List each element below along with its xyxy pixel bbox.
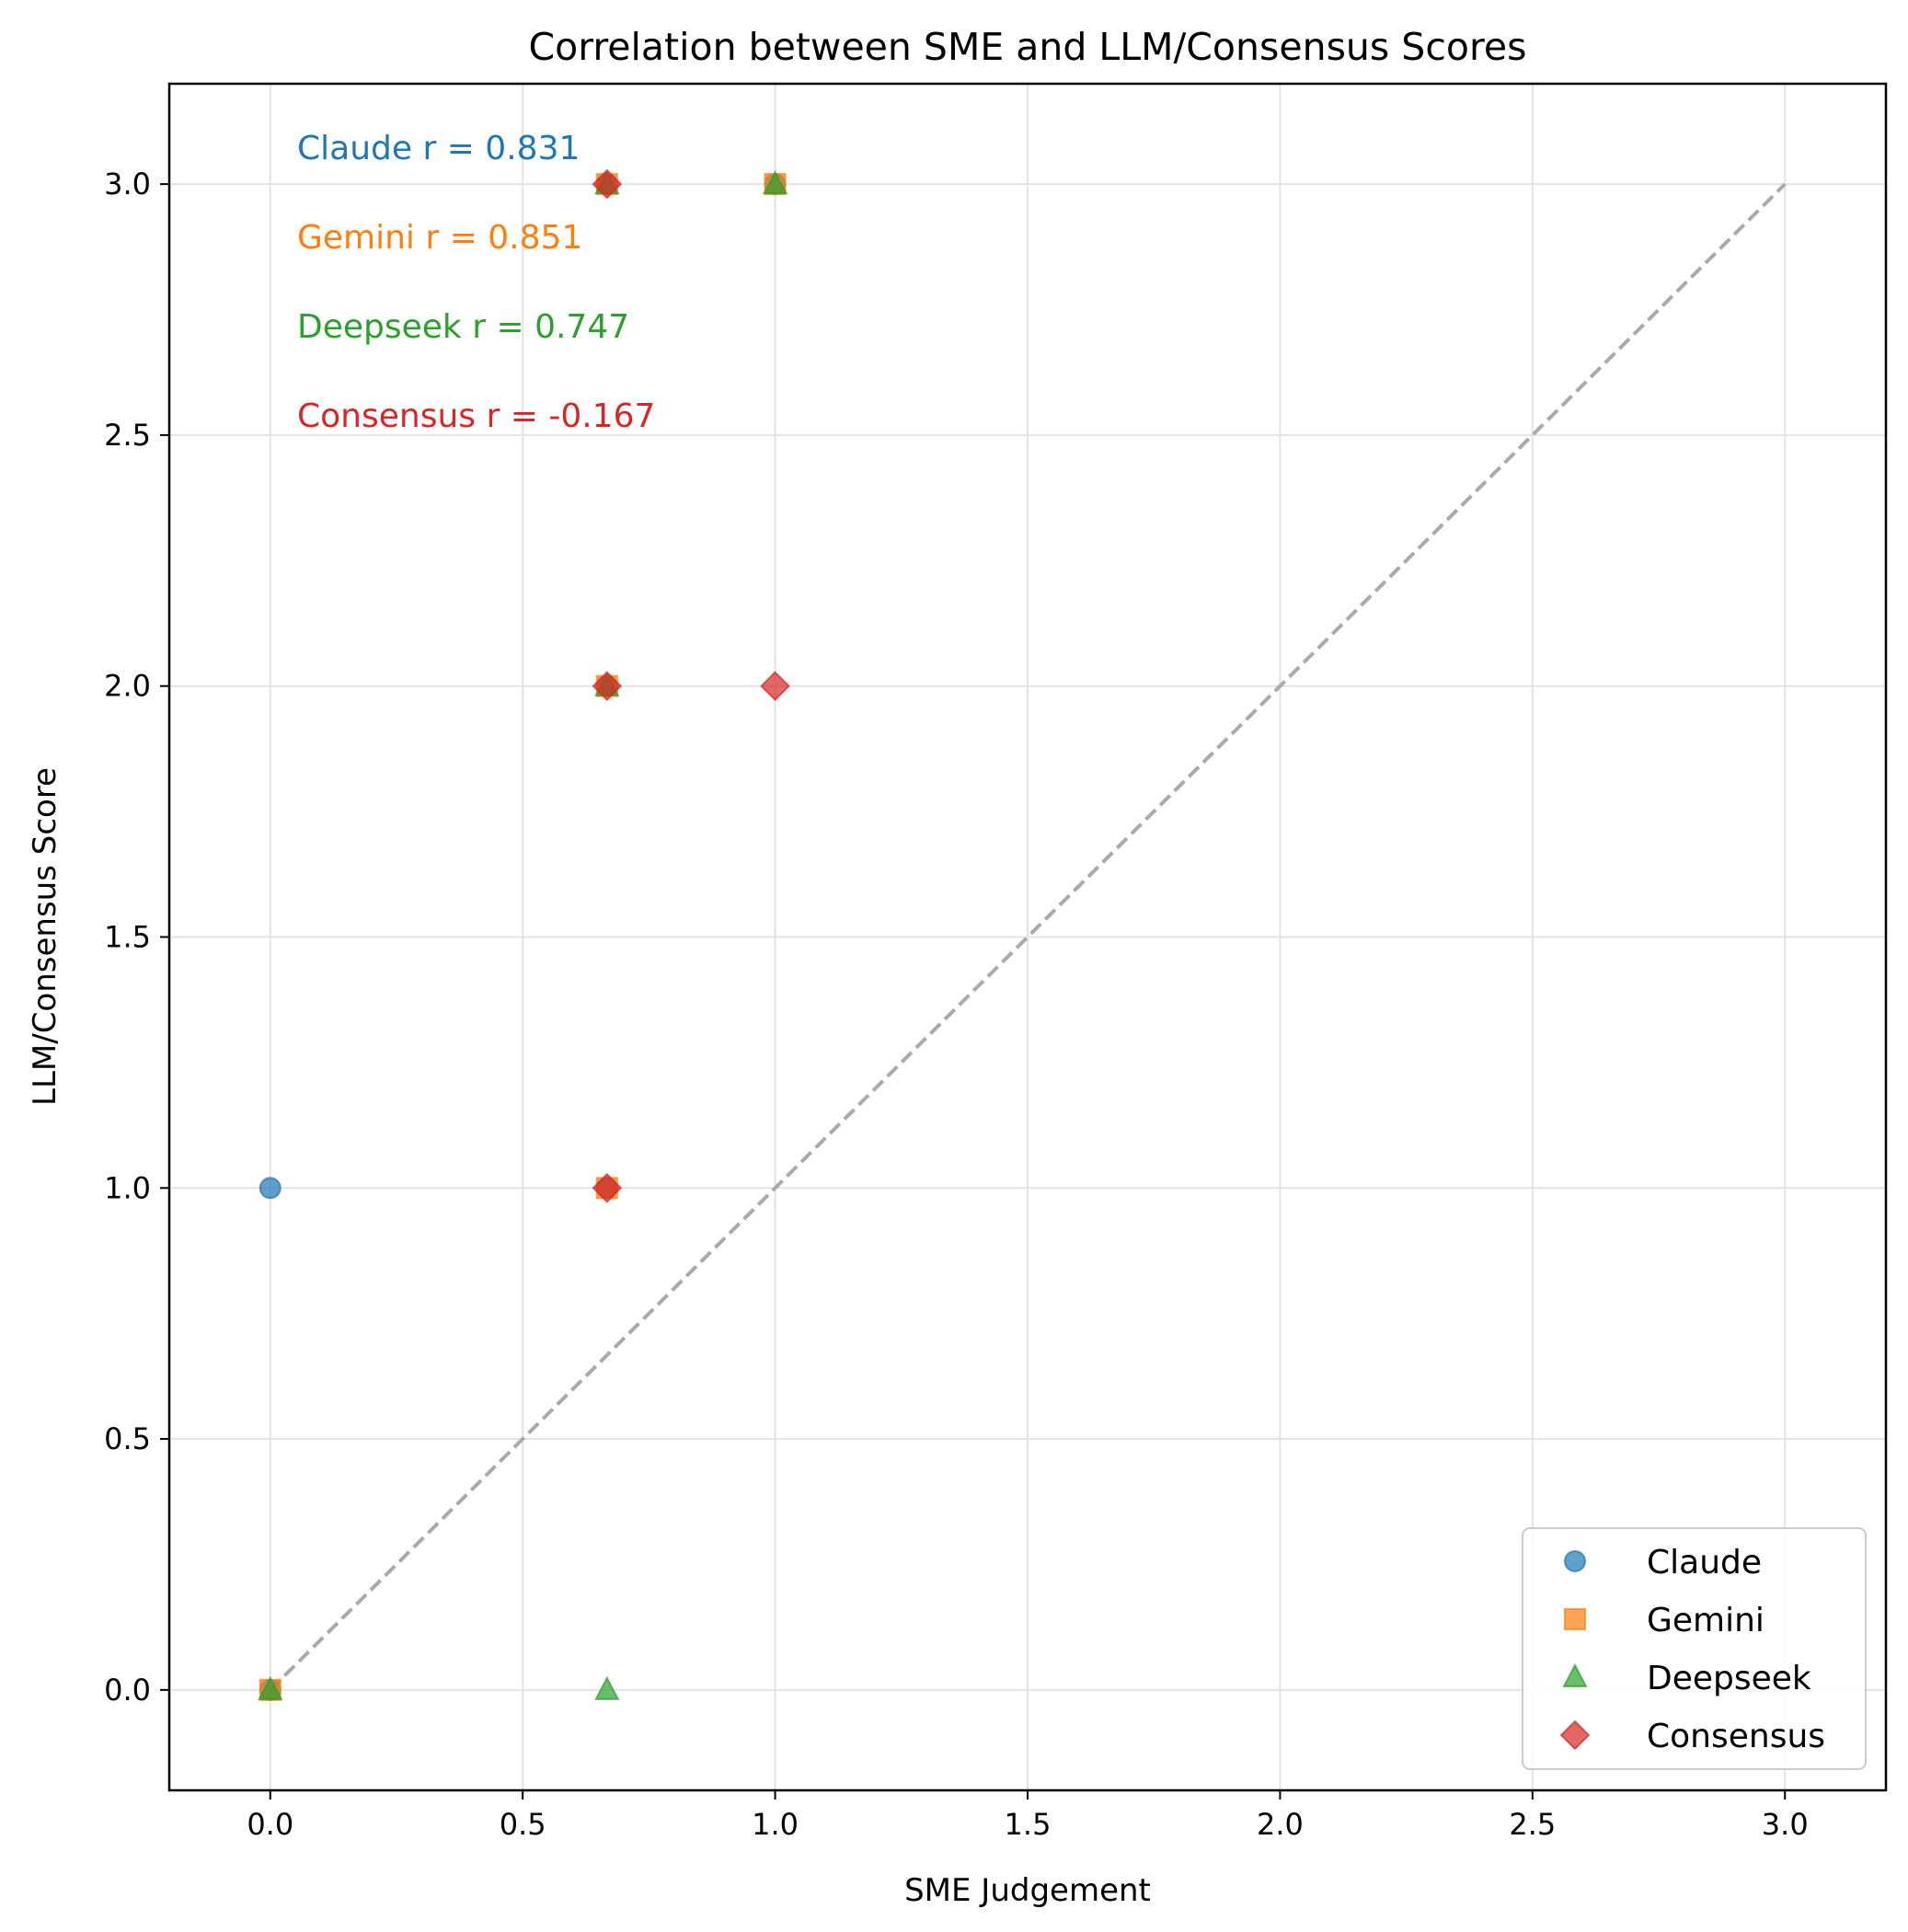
legend-marker-consensus (1559, 1719, 1591, 1751)
grid (169, 84, 1886, 1790)
x-tick-label-4: 2.0 (1257, 1807, 1304, 1842)
y-tick-label-4: 2.0 (104, 669, 151, 704)
reference-diagonal-line (269, 182, 1787, 1692)
legend-label-gemini: Gemini (1647, 1602, 1764, 1639)
legend-marker-gemini (1564, 1608, 1586, 1630)
annotation-consensus-r: Consensus r = -0.167 (297, 397, 655, 435)
x-tick-label-0: 0.0 (247, 1807, 293, 1842)
axis-ticks: 0.0 0.5 1.0 1.5 2.0 2.5 3.0 0.0 0.5 1.0 1.5 2.0 2.5 3… (104, 167, 1809, 1842)
consensus-point-1 (592, 671, 623, 702)
x-tick-label-1: 0.5 (500, 1807, 546, 1842)
series-consensus (592, 168, 791, 1203)
annotation-claude-r: Claude r = 0.831 (297, 130, 580, 167)
consensus-point-0 (592, 168, 623, 200)
x-tick-label-3: 1.5 (1005, 1807, 1052, 1842)
consensus-point-3 (760, 671, 791, 702)
legend-label-deepseek: Deepseek (1647, 1660, 1811, 1697)
deepseek-point-4 (762, 169, 788, 195)
x-tick-label-5: 2.5 (1509, 1807, 1556, 1842)
y-tick-label-2: 1.0 (104, 1170, 151, 1205)
legend-marker-claude (1564, 1550, 1586, 1572)
y-tick-label-5: 2.5 (104, 418, 151, 453)
deepseek-point-1 (594, 1675, 620, 1700)
correlation-annotations: Claude r = 0.831 Gemini r = 0.851 Deepseek… (297, 130, 655, 435)
legend-label-claude: Claude (1647, 1544, 1762, 1581)
annotation-deepseek-r: Deepseek r = 0.747 (297, 308, 629, 346)
legend-box (1522, 1527, 1867, 1770)
chart-title: Correlation between SME and LLM/Consensu… (528, 25, 1526, 69)
legend-label-consensus: Consensus (1647, 1718, 1825, 1755)
deepseek-point-0 (258, 1675, 283, 1700)
annotation-gemini-r: Gemini r = 0.851 (297, 219, 582, 257)
claude-point-0 (259, 1177, 282, 1200)
y-axis-label: LLM/Consensus Score (27, 767, 63, 1106)
y-tick-label-3: 1.5 (104, 920, 151, 955)
x-tick-label-2: 1.0 (752, 1807, 799, 1842)
y-tick-label-0: 0.0 (104, 1673, 151, 1708)
data-points (258, 168, 791, 1701)
y-tick-label-1: 0.5 (104, 1421, 151, 1456)
x-axis-label: SME Judgement (904, 1872, 1151, 1909)
x-tick-label-6: 3.0 (1762, 1807, 1809, 1842)
y-tick-label-6: 3.0 (104, 167, 151, 201)
legend: Claude Gemini Deepseek Consensus (1522, 1527, 1867, 1770)
legend-marker-deepseek (1562, 1662, 1588, 1687)
consensus-point-2 (592, 1172, 623, 1203)
